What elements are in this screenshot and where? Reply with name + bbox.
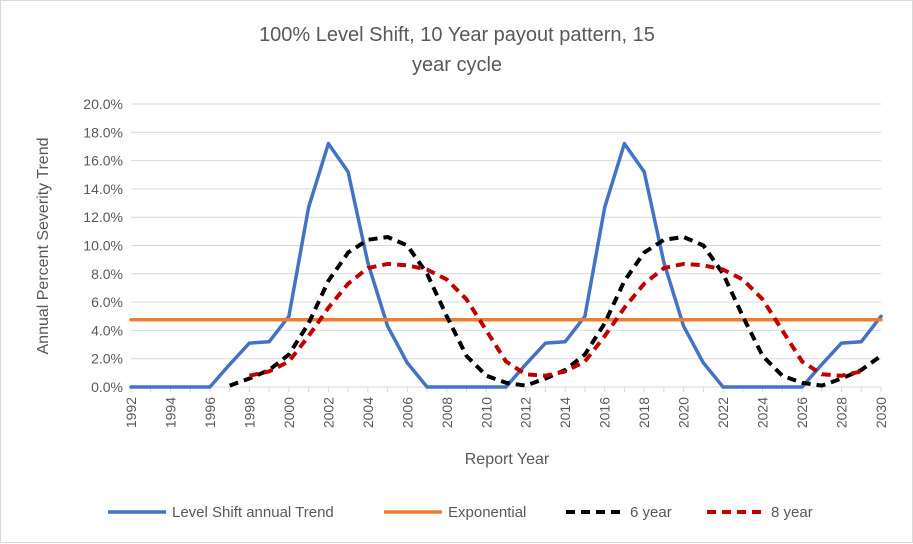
y-tick-label: 2.0% — [91, 351, 123, 367]
x-tick-label: 2010 — [478, 397, 494, 428]
y-tick-label: 6.0% — [91, 294, 123, 310]
y-tick-label: 10.0% — [83, 238, 123, 254]
y-tick-label: 16.0% — [83, 153, 123, 169]
x-tick-label: 2022 — [715, 397, 731, 428]
y-tick-label: 18.0% — [83, 124, 123, 140]
legend-label: 6 year — [630, 504, 672, 521]
legend-label: Exponential — [448, 504, 526, 521]
x-tick-label: 2024 — [755, 397, 771, 428]
y-tick-label: 0.0% — [91, 379, 123, 395]
x-axis-ticks: 1992 1994 1996 1998 2000 2002 2004 2006 2008 2010… — [123, 386, 889, 428]
x-tick-label: 2018 — [636, 397, 652, 428]
x-tick-label: 2006 — [399, 397, 415, 428]
x-tick-label: 1992 — [123, 397, 139, 428]
x-tick-label: 1994 — [162, 397, 178, 428]
x-tick-label: 2028 — [834, 397, 850, 428]
x-tick-label: 2016 — [597, 397, 613, 428]
y-tick-label: 12.0% — [83, 209, 123, 225]
y-axis-label: Annual Percent Severity Trend — [35, 137, 52, 354]
x-tick-label: 2026 — [794, 397, 810, 428]
x-axis-label: Report Year — [465, 451, 550, 468]
chart-title-line-1: 100% Level Shift, 10 Year payout pattern… — [259, 24, 655, 46]
x-tick-label: 2020 — [676, 397, 692, 428]
series-line-6-year — [229, 235, 883, 388]
legend-label: Level Shift annual Trend — [172, 504, 334, 521]
x-tick-label: 2012 — [518, 397, 534, 428]
gridlines — [131, 103, 881, 388]
x-tick-label: 1998 — [241, 397, 257, 428]
series-line-8-year — [248, 261, 862, 378]
y-tick-label: 4.0% — [91, 322, 123, 338]
x-tick-label: 2030 — [873, 397, 889, 428]
series-lines — [129, 141, 883, 389]
x-tick-label: 2004 — [360, 397, 376, 428]
x-tick-label: 2008 — [439, 397, 455, 428]
x-tick-label: 1996 — [202, 397, 218, 428]
y-tick-label: 8.0% — [91, 266, 123, 282]
x-tick-label: 2014 — [557, 397, 573, 428]
x-tick-label: 2000 — [281, 397, 297, 428]
x-tick-label: 2002 — [320, 397, 336, 428]
y-axis-ticks: 0.0% 2.0% 4.0% 6.0% 8.0% 10.0% 12.0% 14.0% 16.0%… — [83, 96, 123, 395]
series-line-level-shift-annual-trend — [129, 141, 883, 389]
chart-title-line-2: year cycle — [412, 54, 502, 76]
y-tick-label: 20.0% — [83, 96, 123, 112]
y-tick-label: 14.0% — [83, 181, 123, 197]
chart-legend: Level Shift annual Trend Exponential 6 yea… — [108, 504, 813, 521]
legend-label: 8 year — [771, 504, 813, 521]
